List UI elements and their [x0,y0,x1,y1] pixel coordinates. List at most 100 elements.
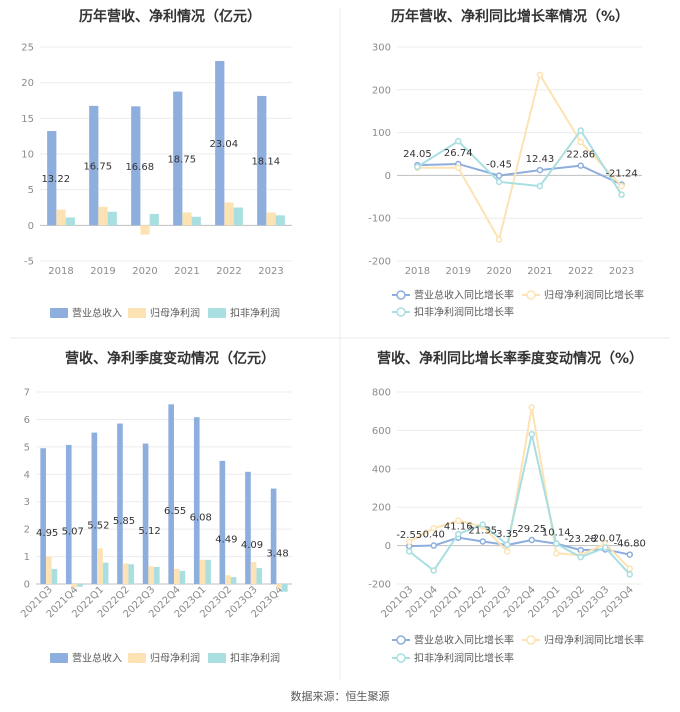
data-point [495,178,503,186]
legend-label: 归母净利润同比增长率 [544,634,644,647]
legend-swatch [50,308,68,318]
data-point [626,565,633,572]
legend-marker [526,290,536,300]
data-point [577,138,584,146]
bar-revenue [219,460,226,584]
y-tick-label: 7 [24,388,30,399]
data-label: 4.49 [215,534,237,545]
data-label: 5.07 [62,526,84,537]
bar-deducted-profit [179,570,186,584]
chart-title: 历年营收、净利情况（亿元） [79,8,261,25]
bar-deducted-profit [128,564,135,584]
chart-title: 营收、净利同比增长率季度变动情况（%） [377,350,643,367]
bar-revenue [193,417,200,584]
data-label: 6.08 [190,513,212,524]
x-tick-label: 2023 [258,266,283,277]
y-tick-label: 5 [28,185,34,196]
chart-title: 历年营收、净利同比增长率情况（%） [391,8,629,25]
data-label: 29.25 [517,524,546,535]
legend-label: 营业总收入同比增长率 [414,634,514,647]
y-tick-label: 20 [21,78,34,89]
series-line-parent-profit [408,407,631,570]
legend-label: 营业总收入同比增长率 [414,289,514,302]
bar-deducted-profit [154,566,160,584]
data-label: 24.05 [403,149,432,160]
data-point [577,162,584,169]
x-tick-label: 2018 [405,266,430,277]
x-tick-label: 2023 [609,266,634,277]
data-label: 22.86 [566,150,595,161]
data-point [455,517,462,524]
data-point [495,236,503,243]
series-line-deducted-profit [416,128,623,196]
y-tick-label: -100 [368,214,391,225]
data-point [626,571,633,578]
legend-swatch [128,653,146,663]
y-tick-label: -200 [368,257,391,268]
bar-deducted-profit [275,215,285,226]
y-tick-label: 600 [372,426,391,437]
bar-revenue [257,95,267,226]
bar-parent-profit [122,563,129,584]
data-point [455,530,462,538]
bar-revenue [215,60,225,226]
data-point [479,521,486,528]
data-point [528,536,535,544]
y-tick-label: 0 [385,171,391,182]
data-point [495,172,503,179]
y-tick-label: 1 [24,552,30,563]
data-label: 13.22 [41,174,70,185]
bar-parent-profit [97,548,103,584]
legend-label: 扣非净利润 [230,652,280,665]
data-point [536,182,544,190]
legend-swatch [50,653,68,663]
data-point [455,137,462,145]
legend-label: 扣非净利润同比增长率 [414,306,514,319]
data-point [553,540,560,547]
series-line-revenue [417,162,623,186]
data-label: 23.04 [209,139,238,150]
data-label: 6.55 [164,506,186,517]
y-tick-label: 10 [21,150,34,161]
bar-parent-profit [250,562,257,584]
bar-deducted-profit [102,562,109,584]
data-point [553,550,560,557]
y-tick-label: -5 [24,257,34,268]
quarterly-revenue-profit-bar-chart: 营收、净利季度变动情况（亿元）012345672021Q32021Q42022Q… [19,350,292,665]
x-tick-label: 2022 [216,266,241,277]
bar-revenue [65,444,72,584]
series-line-deducted-profit [408,434,631,576]
legend-label: 归母净利润同比增长率 [544,289,644,302]
quarterly-growth-rate-line-chart: 营收、净利同比增长率季度变动情况（%）-20002004006008002021… [368,350,646,665]
annual-revenue-profit-bar-chart: 历年营收、净利情况（亿元） -5 0 5 10 15 20 25 2018 2019 2020 202… [21,8,292,320]
series-line-parent-profit [417,72,623,243]
bar-parent-profit [266,212,276,226]
data-point [536,166,544,174]
bar-parent-profit [56,209,66,226]
data-label: 16.75 [83,162,112,173]
data-label: 18.75 [167,154,196,165]
data-point [577,553,584,561]
y-tick-label: 5 [24,442,30,453]
data-label: -21.24 [605,168,637,179]
legend-swatch [208,308,226,318]
y-tick-label: 6 [24,415,30,426]
data-label: 5.12 [138,526,160,537]
data-label: 5.52 [87,520,109,531]
data-label: -0.45 [486,160,512,171]
y-tick-label: 0 [385,541,391,552]
chart-title: 营收、净利季度变动情况（亿元） [65,350,275,367]
y-tick-label: 15 [21,114,34,125]
bar-deducted-profit [51,568,58,584]
data-point [414,163,421,171]
data-point [528,404,535,411]
legend-label: 营业总收入 [72,652,122,665]
y-tick-label: 300 [372,43,391,54]
x-tick-label: 2021 [174,266,199,277]
legend-marker [396,307,406,317]
bar-parent-profit [71,584,78,588]
legend-label: 扣非净利润同比增长率 [414,652,514,665]
bar-parent-profit [45,556,52,584]
bar-revenue [89,105,99,226]
